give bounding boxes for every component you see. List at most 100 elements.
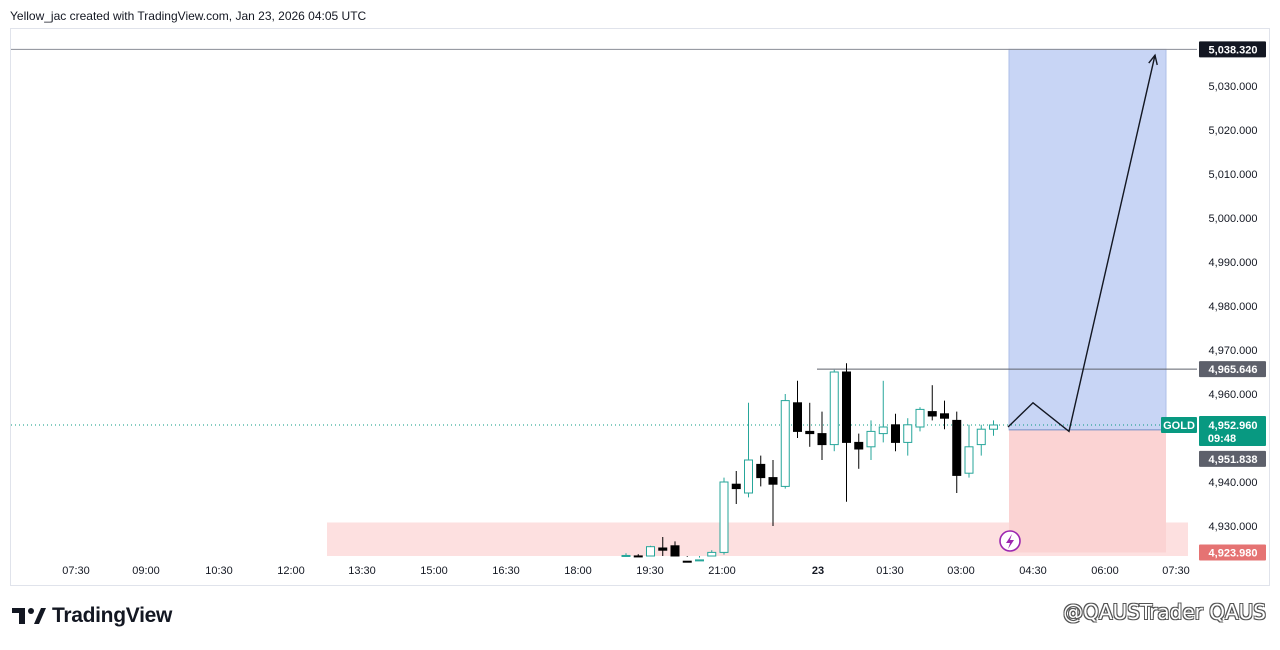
candle-body-bearish <box>952 419 962 476</box>
entry-price-tag[interactable]: 4,951.838 <box>1199 450 1266 467</box>
price-tick-label: 4,990.000 <box>1209 257 1258 269</box>
candle-body-bearish <box>940 413 949 419</box>
time-axis: 07:30 09:00 10:30 12:00 13:30 15:00 16:30 18:00… <box>62 565 1190 577</box>
candle[interactable] <box>891 413 900 452</box>
price-axis: 5,030.000 5,020.000 5,010.000 5,000.000 4,99… <box>1209 81 1258 533</box>
time-tick-label: 23 <box>812 565 824 577</box>
watermark-text: @QAUSTrader QAUS <box>1063 600 1266 624</box>
price-tick-label: 5,000.000 <box>1209 213 1258 225</box>
price-tick-label: 4,970.000 <box>1209 345 1258 357</box>
stop-price-tag-box <box>1199 544 1266 561</box>
level-price-tag[interactable]: 4,965.646 <box>1199 361 1266 378</box>
candle-body-bullish <box>976 428 986 446</box>
candle-body-bearish <box>768 477 778 485</box>
level-price-tag-text: 4,965.646 <box>1209 364 1258 376</box>
target-price-tag[interactable]: 5,038.320 <box>1199 41 1266 58</box>
time-tick-label: 07:30 <box>1162 565 1190 577</box>
candle[interactable] <box>768 460 778 526</box>
candle[interactable] <box>695 556 704 562</box>
projection-path[interactable] <box>1007 55 1156 433</box>
candle[interactable] <box>658 537 668 556</box>
candle-body-bullish <box>707 551 717 557</box>
price-tick-label: 4,980.000 <box>1209 301 1258 313</box>
time-tick-label: 03:00 <box>947 565 975 577</box>
price-tick-label: 5,020.000 <box>1209 125 1258 137</box>
candle[interactable] <box>989 420 998 436</box>
entry-price-tag-text: 4,951.838 <box>1209 454 1258 466</box>
symbol-tag[interactable]: GOLD <box>1161 416 1197 433</box>
time-tick-label: 18:00 <box>564 565 592 577</box>
time-tick-label: 21:00 <box>708 565 736 577</box>
price-tick-label: 4,960.000 <box>1209 389 1258 401</box>
candle-body-bearish <box>731 483 741 490</box>
time-tick-label: 04:30 <box>1019 565 1047 577</box>
candle-body-bearish <box>756 463 766 479</box>
candle[interactable] <box>866 420 876 460</box>
candle[interactable] <box>682 556 692 563</box>
price-tick-label: 5,010.000 <box>1209 169 1258 181</box>
candle[interactable] <box>976 424 986 456</box>
target-price-tag-box <box>1199 41 1266 58</box>
candles-layer <box>621 363 998 563</box>
candle[interactable] <box>964 424 974 478</box>
candle[interactable] <box>915 407 925 432</box>
candle-body-bearish <box>817 433 827 446</box>
candle[interactable] <box>707 550 717 557</box>
candle[interactable] <box>842 363 851 502</box>
candle[interactable] <box>903 418 913 456</box>
symbol-tag-text: GOLD <box>1163 420 1195 432</box>
alert-lightning-icon[interactable] <box>999 530 1021 552</box>
candle-body-bullish <box>780 400 790 487</box>
candle[interactable] <box>817 411 827 460</box>
candle[interactable] <box>646 545 655 557</box>
stop-price-tag[interactable]: 4,923.980 <box>1199 544 1266 561</box>
time-tick-label: 13:30 <box>348 565 376 577</box>
candle-body-bullish <box>621 554 631 557</box>
tradingview-logo-icon <box>12 608 46 624</box>
candle[interactable] <box>878 380 888 443</box>
tradingview-brand-text: TradingView <box>52 604 173 627</box>
candle[interactable] <box>854 433 864 469</box>
time-tick-label: 19:30 <box>636 565 664 577</box>
attribution-header: Yellow_jac created with TradingView.com,… <box>10 9 367 23</box>
candle[interactable] <box>670 541 680 557</box>
time-tick-label: 12:00 <box>277 565 305 577</box>
risk-zone[interactable] <box>1009 429 1166 553</box>
level-price-tag-box <box>1199 361 1266 378</box>
candle[interactable] <box>805 402 815 447</box>
projection-arrowhead <box>1148 53 1158 66</box>
candle-body-bullish <box>878 426 888 435</box>
projection-path-layer <box>1007 53 1158 433</box>
candle-body-bearish <box>842 371 851 443</box>
price-tick-label: 5,030.000 <box>1209 81 1258 93</box>
tradingview-logo: TradingView <box>12 604 172 628</box>
candle[interactable] <box>927 385 937 421</box>
reward-zone[interactable] <box>1008 48 1167 431</box>
candle[interactable] <box>793 380 802 438</box>
candle[interactable] <box>719 477 729 555</box>
candle[interactable] <box>744 402 753 498</box>
stop-price-tag-text: 4,923.980 <box>1209 547 1258 559</box>
candle[interactable] <box>756 455 766 487</box>
chart-frame[interactable] <box>10 28 1270 586</box>
time-tick-label: 10:30 <box>205 565 233 577</box>
candle[interactable] <box>731 471 741 504</box>
candle-body-bullish <box>719 481 729 553</box>
current-price-tag-text: 4,952.960 <box>1209 420 1258 432</box>
candle[interactable] <box>621 553 631 557</box>
price-chart[interactable]: 5,030.000 5,020.000 5,010.000 5,000.000 4,99… <box>0 0 1280 600</box>
candle-body-bullish <box>695 559 704 562</box>
candle-body-bearish <box>854 441 864 450</box>
candle-body-bullish <box>989 424 998 430</box>
candle-body-bearish <box>633 555 643 558</box>
candle[interactable] <box>952 411 962 493</box>
candle[interactable] <box>940 400 949 430</box>
candle-body-bullish <box>964 446 974 474</box>
candle[interactable] <box>633 554 643 558</box>
price-tick-label: 4,930.000 <box>1209 521 1258 533</box>
candle-body-bearish <box>682 560 692 563</box>
candle[interactable] <box>780 394 790 489</box>
candle[interactable] <box>829 369 839 452</box>
